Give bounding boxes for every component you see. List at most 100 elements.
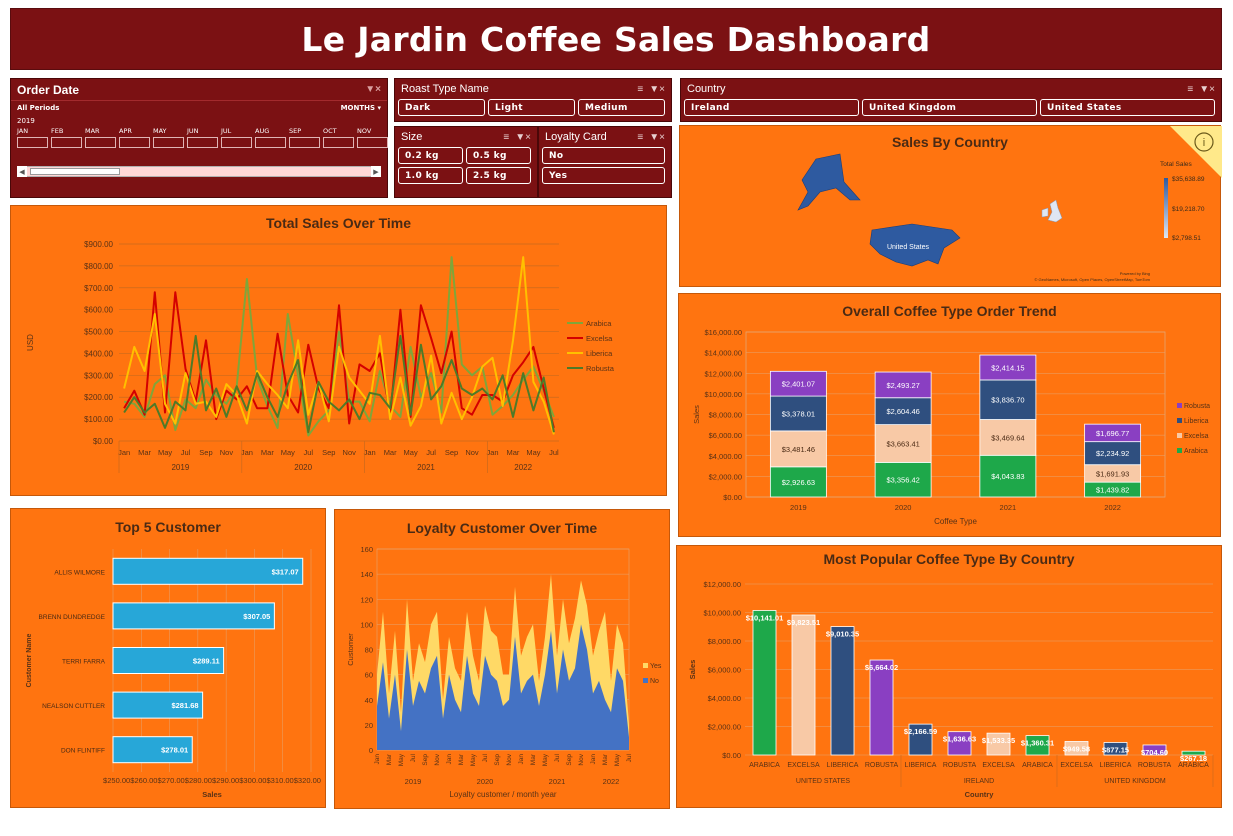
data-label: $2,414.15 bbox=[991, 364, 1024, 373]
x-tick-label: Jan bbox=[364, 448, 376, 457]
data-label: $1,533.35 bbox=[982, 736, 1015, 745]
x-tick-label: Sep bbox=[322, 448, 335, 457]
multi-select-icon[interactable]: ≡ bbox=[503, 131, 510, 143]
timeline-month-cell[interactable] bbox=[323, 137, 354, 148]
timeline-month-cell[interactable] bbox=[221, 137, 252, 148]
timeline-month-cell[interactable] bbox=[85, 137, 116, 148]
year-label: 2022 bbox=[514, 463, 532, 472]
clear-filter-icon[interactable]: ▼× bbox=[515, 131, 531, 143]
multi-select-icon[interactable]: ≡ bbox=[1187, 83, 1194, 95]
data-label: $2,166.59 bbox=[904, 727, 937, 736]
x-tick-label: Mar bbox=[458, 753, 465, 765]
y-tick-label: $700.00 bbox=[84, 284, 113, 293]
size-slicer[interactable]: Size ≡ ▼× 0.2 kg 0.5 kg 1.0 kg 2.5 kg bbox=[394, 126, 538, 198]
order-date-timeline[interactable]: Order Date ▼× All Periods MONTHS ▾ 2019 … bbox=[10, 78, 388, 198]
customer-bar bbox=[112, 691, 204, 719]
country-option-united-kingdom[interactable]: United Kingdom bbox=[862, 99, 1037, 116]
granularity-label: MONTHS bbox=[340, 104, 376, 112]
timeline-month-cell[interactable] bbox=[51, 137, 82, 148]
x-tick-label: May bbox=[614, 753, 621, 766]
x-tick-label: ROBUSTA bbox=[1138, 762, 1172, 769]
info-corner bbox=[1170, 126, 1222, 178]
x-tick-label: Jan bbox=[590, 754, 597, 765]
timeline-month-label: JUN bbox=[187, 127, 199, 135]
timeline-month-cell[interactable] bbox=[255, 137, 286, 148]
roast-type-slicer[interactable]: Roast Type Name ≡ ▼× Dark Light Medium bbox=[394, 78, 672, 122]
roast-type-option-medium[interactable]: Medium bbox=[578, 99, 665, 116]
timeline-month-jun[interactable]: JUN bbox=[187, 127, 218, 148]
country-option-ireland[interactable]: Ireland bbox=[684, 99, 859, 116]
timeline-month-cell[interactable] bbox=[289, 137, 320, 148]
timeline-month-cell[interactable] bbox=[357, 137, 388, 148]
clear-filter-icon[interactable]: ▼× bbox=[649, 131, 665, 143]
size-option-0-5-kg[interactable]: 0.5 kg bbox=[466, 147, 531, 164]
country-slicer[interactable]: Country ≡ ▼× Ireland United Kingdom United … bbox=[680, 78, 1222, 122]
timeline-scrollbar[interactable]: ◀ ▶ bbox=[17, 166, 381, 177]
clear-filter-icon[interactable]: ▼× bbox=[365, 84, 381, 95]
timeline-month-jul[interactable]: JUL bbox=[221, 127, 252, 148]
timeline-month-apr[interactable]: APR bbox=[119, 127, 150, 148]
coffee-type-trend-panel[interactable]: Overall Coffee Type Order Trend $0.00 $2,… bbox=[678, 293, 1221, 537]
roast-type-option-dark[interactable]: Dark bbox=[398, 99, 485, 116]
info-icon[interactable] bbox=[1194, 132, 1214, 152]
data-label: $2,401.07 bbox=[782, 380, 815, 389]
year-label: 2021 bbox=[549, 777, 566, 786]
sales-by-country-map[interactable]: Sales By Country i United States Total S… bbox=[679, 125, 1222, 287]
timeline-month-cell[interactable] bbox=[187, 137, 218, 148]
x-tick-labels: $250.00$260.00$270.00$280.00$290.00$300.… bbox=[103, 778, 321, 785]
data-label: $6,664.02 bbox=[865, 663, 898, 672]
map-powered-by: Powered by Bing bbox=[1120, 271, 1150, 276]
timeline-month-aug[interactable]: AUG bbox=[255, 127, 286, 148]
size-option-0-2-kg[interactable]: 0.2 kg bbox=[398, 147, 463, 164]
timeline-month-nov[interactable]: NOV bbox=[357, 127, 388, 148]
x-tick-label: Jan bbox=[374, 754, 381, 765]
timeline-month-oct[interactable]: OCT bbox=[323, 127, 354, 148]
timeline-month-may[interactable]: MAY bbox=[153, 127, 184, 148]
size-option-2-5-kg[interactable]: 2.5 kg bbox=[466, 167, 531, 184]
timeline-month-cell[interactable] bbox=[153, 137, 184, 148]
size-title: Size bbox=[401, 131, 423, 143]
timeline-month-cell[interactable] bbox=[119, 137, 150, 148]
timeline-month-cell[interactable] bbox=[17, 137, 48, 148]
scroll-left-icon[interactable]: ◀ bbox=[17, 166, 27, 177]
dashboard-title: Le Jardin Coffee Sales Dashboard bbox=[10, 8, 1222, 70]
loyalty-card-slicer[interactable]: Loyalty Card ≡ ▼× No Yes bbox=[538, 126, 672, 198]
clear-filter-icon[interactable]: ▼× bbox=[1199, 83, 1215, 95]
timeline-month-feb[interactable]: FEB bbox=[51, 127, 82, 148]
data-label: $1,636.63 bbox=[943, 735, 976, 744]
timeline-month-jan[interactable]: JAN bbox=[17, 127, 48, 148]
timeline-periods: All Periods bbox=[17, 104, 60, 112]
x-tick-label: Mar bbox=[384, 448, 397, 457]
x-tick-label: Mar bbox=[602, 753, 609, 765]
bar-robusta bbox=[947, 731, 972, 756]
top-customers-panel[interactable]: Top 5 Customer $250.00$260.00$270.00$280… bbox=[10, 508, 326, 808]
year-label: 2020 bbox=[294, 463, 312, 472]
scroll-right-icon[interactable]: ▶ bbox=[371, 166, 381, 177]
country-option-united-states[interactable]: United States bbox=[1040, 99, 1215, 116]
legend-label: Excelsa bbox=[1184, 433, 1209, 440]
x-tick-label: Nov bbox=[434, 753, 441, 765]
timeline-month-mar[interactable]: MAR bbox=[85, 127, 116, 148]
loyalty-card-option-yes[interactable]: Yes bbox=[542, 167, 665, 184]
scrollbar-thumb[interactable] bbox=[30, 168, 120, 175]
timeline-month-sep[interactable]: SEP bbox=[289, 127, 320, 148]
legend-swatch bbox=[643, 678, 648, 683]
timeline-granularity-dropdown[interactable]: MONTHS ▾ bbox=[341, 104, 381, 112]
legend-label: No bbox=[650, 678, 659, 685]
loyalty-panel[interactable]: Loyalty Customer Over Time 0 20 40 60 80 100 1… bbox=[334, 509, 670, 809]
multi-select-icon[interactable]: ≡ bbox=[637, 83, 644, 95]
loyalty-card-option-no[interactable]: No bbox=[542, 147, 665, 164]
y-tick-label: $8,000.00 bbox=[709, 411, 742, 420]
x-tick-label: Jan bbox=[518, 754, 525, 765]
popular-type-panel[interactable]: Most Popular Coffee Type By Country $0.0… bbox=[676, 545, 1222, 808]
y-tick-label: 120 bbox=[360, 595, 373, 604]
clear-filter-icon[interactable]: ▼× bbox=[649, 83, 665, 95]
roast-type-option-light[interactable]: Light bbox=[488, 99, 575, 116]
total-sales-panel[interactable]: Total Sales Over Time $0.00 $100.00 $200.0… bbox=[10, 205, 667, 496]
x-tick-label: Mar bbox=[530, 753, 537, 765]
y-axis-label: USD bbox=[26, 334, 35, 351]
size-option-1-0-kg[interactable]: 1.0 kg bbox=[398, 167, 463, 184]
coffee-type-trend-chart: $0.00 $2,000.00 $4,000.00 $6,000.00 $8,000.0… bbox=[692, 328, 1210, 526]
bar-segment-excelsa bbox=[979, 419, 1037, 456]
multi-select-icon[interactable]: ≡ bbox=[637, 131, 644, 143]
